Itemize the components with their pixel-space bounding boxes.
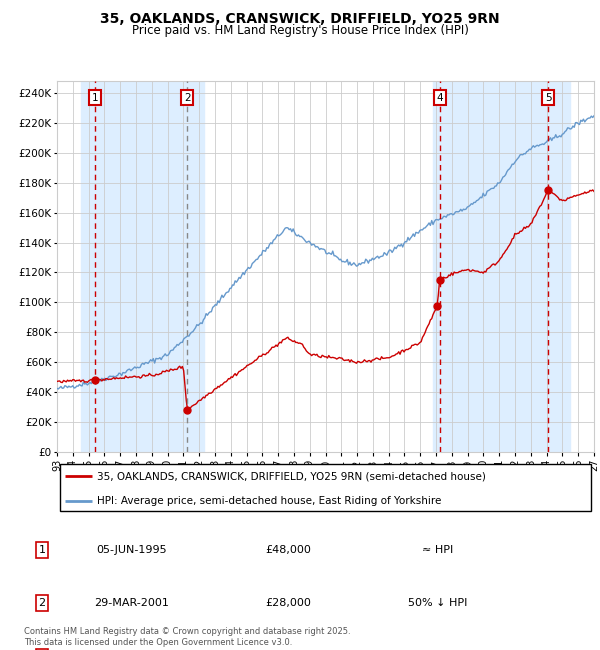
Bar (80, 81, 204, 452)
Bar (433, 81, 571, 452)
Text: 1: 1 (92, 93, 98, 103)
Text: £28,000: £28,000 (265, 598, 311, 608)
Text: Contains HM Land Registry data © Crown copyright and database right 2025.
This d: Contains HM Land Registry data © Crown c… (24, 627, 350, 647)
Text: HPI: Average price, semi-detached house, East Riding of Yorkshire: HPI: Average price, semi-detached house,… (97, 495, 442, 506)
Text: 5: 5 (545, 93, 551, 103)
Text: 2: 2 (38, 598, 46, 608)
Text: 2: 2 (184, 93, 190, 103)
Text: ≈ HPI: ≈ HPI (422, 545, 454, 555)
Text: Price paid vs. HM Land Registry's House Price Index (HPI): Price paid vs. HM Land Registry's House … (131, 24, 469, 37)
Text: 1: 1 (38, 545, 46, 555)
Text: 4: 4 (436, 93, 443, 103)
Text: 50% ↓ HPI: 50% ↓ HPI (409, 598, 467, 608)
FancyBboxPatch shape (59, 463, 592, 512)
Text: £48,000: £48,000 (265, 545, 311, 555)
Text: 29-MAR-2001: 29-MAR-2001 (95, 598, 169, 608)
Text: 35, OAKLANDS, CRANSWICK, DRIFFIELD, YO25 9RN: 35, OAKLANDS, CRANSWICK, DRIFFIELD, YO25… (100, 12, 500, 26)
Text: 35, OAKLANDS, CRANSWICK, DRIFFIELD, YO25 9RN (semi-detached house): 35, OAKLANDS, CRANSWICK, DRIFFIELD, YO25… (97, 471, 486, 481)
Text: 05-JUN-1995: 05-JUN-1995 (97, 545, 167, 555)
